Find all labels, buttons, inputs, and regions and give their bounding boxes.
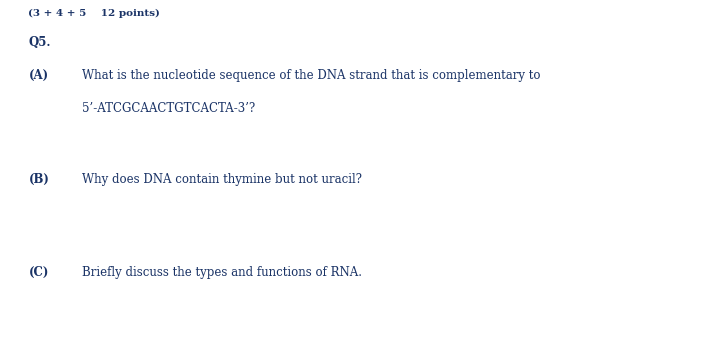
Text: 5’-ATCGCAACTGTCACTA-3’?: 5’-ATCGCAACTGTCACTA-3’? bbox=[82, 102, 255, 115]
Text: (A): (A) bbox=[28, 69, 48, 82]
Text: Briefly discuss the types and functions of RNA.: Briefly discuss the types and functions … bbox=[82, 266, 362, 279]
Text: Why does DNA contain thymine but not uracil?: Why does DNA contain thymine but not ura… bbox=[82, 172, 362, 186]
Text: (C): (C) bbox=[28, 266, 49, 279]
Text: Q5.: Q5. bbox=[28, 36, 51, 49]
Text: (B): (B) bbox=[28, 172, 49, 186]
Text: (3 + 4 + 5    12 points): (3 + 4 + 5 12 points) bbox=[28, 9, 160, 18]
Text: What is the nucleotide sequence of the DNA strand that is complementary to: What is the nucleotide sequence of the D… bbox=[82, 69, 540, 82]
